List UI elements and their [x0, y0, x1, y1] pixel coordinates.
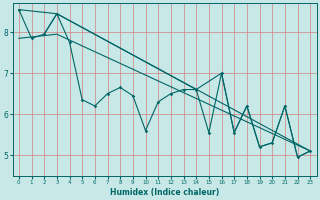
X-axis label: Humidex (Indice chaleur): Humidex (Indice chaleur): [110, 188, 219, 197]
